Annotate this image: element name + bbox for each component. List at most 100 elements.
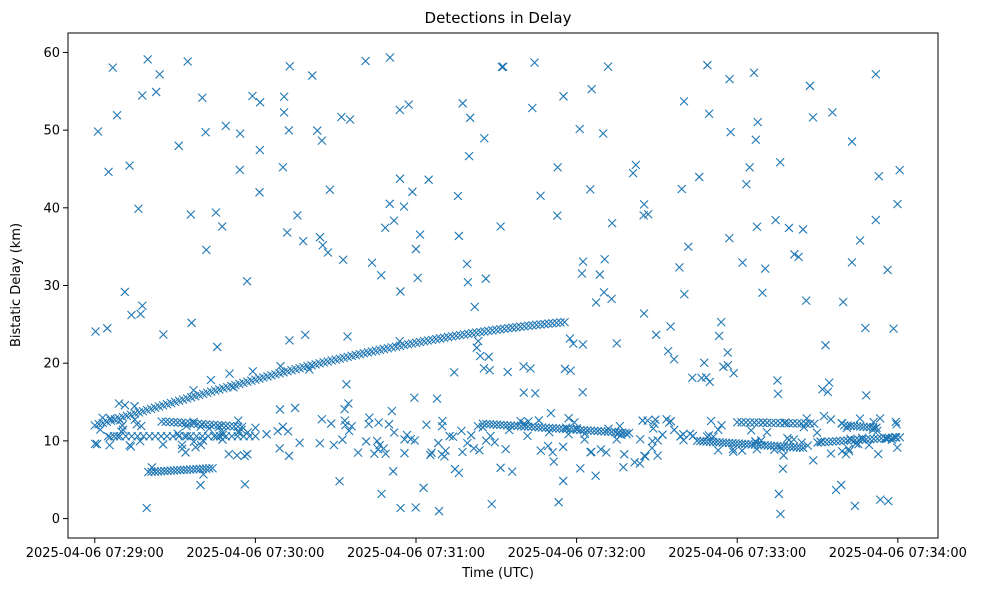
- detection-point: [191, 442, 200, 452]
- detection-point: [536, 446, 546, 456]
- detection-point: [891, 433, 901, 442]
- detection-point: [427, 448, 436, 458]
- detection-point: [212, 432, 222, 442]
- detection-point: [798, 225, 808, 234]
- detection-point: [561, 423, 571, 432]
- detection-point: [639, 199, 649, 209]
- detection-point: [400, 448, 409, 458]
- detection-point: [463, 277, 473, 287]
- detection-point: [587, 84, 597, 94]
- detection-point: [802, 413, 812, 423]
- detection-point: [638, 416, 647, 425]
- detection-point: [177, 418, 187, 428]
- detection-point: [687, 373, 697, 383]
- detection-point: [470, 302, 480, 312]
- detection-point: [679, 289, 689, 299]
- detection-point: [242, 449, 252, 459]
- detection-point: [643, 209, 653, 219]
- detection-point: [895, 165, 905, 175]
- detection-point: [752, 444, 762, 454]
- detection-point: [516, 322, 525, 332]
- detection-point: [869, 434, 879, 444]
- detection-point: [805, 419, 815, 429]
- detection-point: [408, 187, 417, 197]
- detection-point: [729, 368, 739, 378]
- detection-point: [300, 330, 310, 340]
- detection-point: [812, 428, 822, 438]
- detection-point: [769, 445, 779, 455]
- detection-point: [892, 419, 901, 429]
- detection-point: [818, 385, 827, 394]
- detection-point: [485, 419, 495, 429]
- detection-point: [457, 426, 466, 436]
- detection-point: [389, 216, 399, 225]
- detection-point: [699, 358, 709, 368]
- detection-point: [380, 223, 390, 233]
- detection-point: [481, 274, 491, 284]
- detection-point: [182, 431, 192, 441]
- detection-point: [387, 406, 397, 416]
- detection-point: [182, 421, 191, 431]
- detection-point: [158, 330, 168, 339]
- detection-point: [473, 421, 483, 431]
- detection-point: [233, 427, 243, 437]
- detection-point: [92, 439, 102, 449]
- detection-point: [108, 63, 118, 73]
- detection-point: [756, 435, 766, 445]
- detection-point: [329, 440, 339, 450]
- detection-point: [544, 427, 554, 437]
- detection-point: [595, 270, 605, 279]
- detection-point: [823, 387, 833, 397]
- detection-point: [591, 471, 601, 481]
- detection-point: [90, 439, 100, 449]
- detection-point: [754, 418, 764, 428]
- detection-point: [497, 62, 507, 72]
- detection-point: [196, 480, 205, 490]
- detection-point: [647, 443, 657, 453]
- detection-point: [105, 440, 114, 450]
- detection-point: [771, 418, 781, 428]
- detection-point: [598, 129, 608, 138]
- detection-point: [836, 480, 846, 490]
- detection-point: [495, 420, 505, 430]
- detection-point: [279, 108, 289, 117]
- detection-point: [143, 54, 153, 64]
- detection-point: [224, 449, 234, 459]
- x-tick-label: 2025-04-06 07:29:00: [26, 546, 164, 561]
- detection-point: [413, 273, 423, 283]
- detection-point: [395, 336, 405, 346]
- detection-point: [181, 418, 191, 428]
- detection-point: [255, 97, 265, 107]
- detection-point: [399, 202, 409, 212]
- x-tick-label: 2025-04-06 07:33:00: [668, 546, 806, 561]
- detection-point: [771, 215, 781, 225]
- detection-point: [364, 413, 374, 423]
- detection-point: [548, 318, 557, 328]
- detection-point: [242, 276, 252, 286]
- detection-point: [217, 421, 227, 430]
- detection-point: [773, 376, 782, 385]
- detection-point: [307, 71, 317, 80]
- detection-point: [490, 437, 500, 447]
- detection-point: [875, 414, 885, 423]
- x-tick-label: 2025-04-06 07:34:00: [829, 546, 967, 561]
- detection-point: [664, 418, 674, 427]
- detection-point: [189, 385, 198, 395]
- detection-point: [243, 428, 253, 437]
- detection-point: [543, 441, 553, 451]
- detection-point: [658, 430, 667, 440]
- detection-point: [705, 377, 715, 387]
- detection-point: [528, 320, 537, 330]
- detection-point: [875, 495, 885, 504]
- detection-point: [728, 444, 738, 454]
- detection-point: [284, 126, 294, 135]
- detection-point: [774, 489, 784, 499]
- detection-point: [275, 405, 285, 414]
- detection-point: [624, 428, 634, 438]
- detection-point: [507, 323, 517, 333]
- detection-point: [526, 364, 535, 373]
- detection-point: [749, 68, 759, 78]
- detection-point: [214, 422, 224, 432]
- detection-point: [189, 437, 199, 447]
- detection-point: [473, 336, 483, 346]
